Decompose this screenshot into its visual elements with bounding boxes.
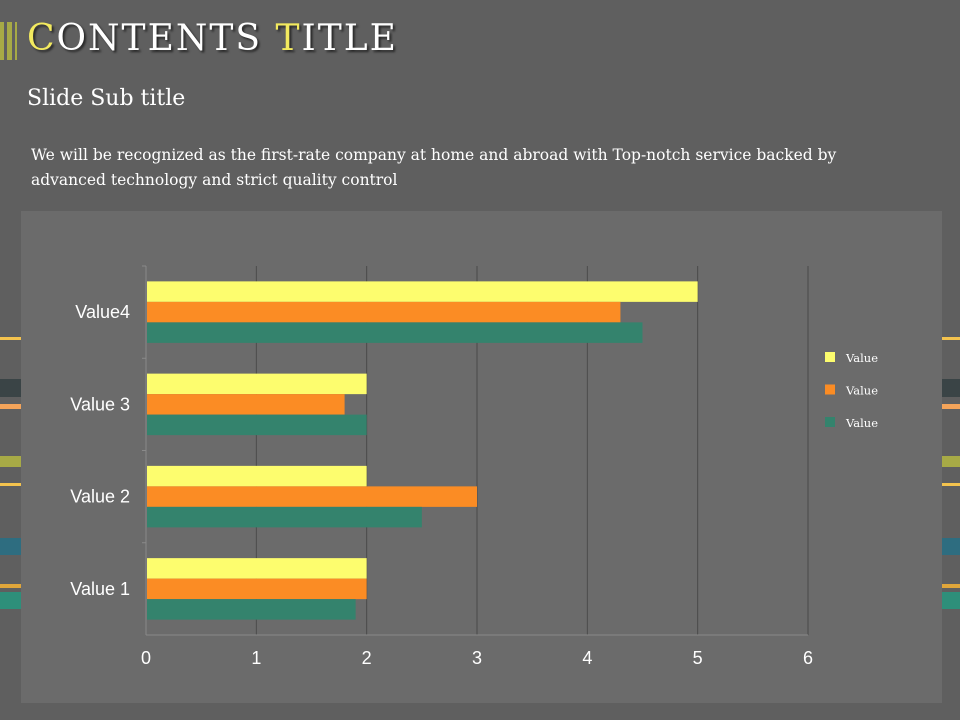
title-initial: T bbox=[275, 18, 302, 59]
side-stripe bbox=[942, 538, 960, 555]
body-text: We will be recognized as the first-rate … bbox=[31, 146, 852, 189]
bar bbox=[147, 599, 356, 620]
title-accent-bar bbox=[15, 22, 17, 60]
legend-swatch bbox=[825, 417, 835, 427]
bar-chart: Value 1 Value 2 Value 3 Value4 0 1 2 3 4 5 6 Value V… bbox=[70, 265, 878, 668]
legend-label: Value bbox=[845, 416, 878, 430]
side-stripe bbox=[0, 337, 21, 340]
category-label: Value 3 bbox=[70, 394, 130, 414]
side-stripe bbox=[942, 456, 960, 467]
chart-panel: Value 1 Value 2 Value 3 Value4 0 1 2 3 4 5 6 Value V… bbox=[21, 211, 942, 703]
x-tick-label: 2 bbox=[362, 648, 372, 668]
title-part: ITLE bbox=[301, 18, 398, 59]
bar bbox=[147, 322, 643, 343]
bar bbox=[147, 301, 621, 323]
bar bbox=[147, 281, 698, 302]
x-tick-label: 3 bbox=[472, 648, 482, 668]
x-tick-label: 0 bbox=[141, 648, 151, 668]
x-tick-label: 5 bbox=[693, 648, 703, 668]
x-tick-label: 4 bbox=[582, 648, 592, 668]
side-stripe bbox=[0, 592, 21, 609]
x-tick-label: 6 bbox=[803, 648, 813, 668]
legend-swatch bbox=[825, 352, 835, 362]
bar bbox=[147, 506, 422, 528]
bar bbox=[147, 414, 367, 436]
legend-label: Value bbox=[845, 351, 878, 365]
bar bbox=[147, 558, 367, 579]
title-accent-bar bbox=[0, 22, 4, 60]
bar bbox=[147, 394, 345, 415]
side-stripe bbox=[0, 483, 21, 486]
title-accent-bar bbox=[7, 22, 12, 60]
side-stripe bbox=[942, 337, 960, 340]
category-label: Value 1 bbox=[70, 579, 130, 599]
side-stripe bbox=[0, 456, 21, 467]
bar bbox=[147, 486, 477, 507]
side-stripe bbox=[942, 592, 960, 609]
legend-label: Value bbox=[845, 384, 878, 398]
side-stripe bbox=[0, 584, 21, 588]
legend-swatch bbox=[825, 384, 835, 395]
category-label: Value4 bbox=[75, 302, 130, 322]
side-stripe bbox=[942, 584, 960, 588]
title-part: ONTENTS bbox=[56, 18, 276, 59]
x-tick-label: 1 bbox=[251, 648, 261, 668]
side-stripe bbox=[942, 379, 960, 397]
side-stripe bbox=[0, 538, 21, 555]
slide-subtitle: Slide Sub title bbox=[27, 86, 186, 111]
bar bbox=[147, 465, 367, 487]
side-stripe bbox=[942, 404, 960, 409]
category-label: Value 2 bbox=[70, 487, 130, 507]
side-stripe bbox=[0, 379, 21, 397]
side-stripe bbox=[942, 483, 960, 486]
bar bbox=[147, 373, 367, 395]
side-stripe bbox=[0, 404, 21, 409]
bar bbox=[147, 578, 367, 600]
title-initial: C bbox=[27, 18, 57, 59]
page-title: CONTENTS TITLE bbox=[27, 18, 398, 59]
